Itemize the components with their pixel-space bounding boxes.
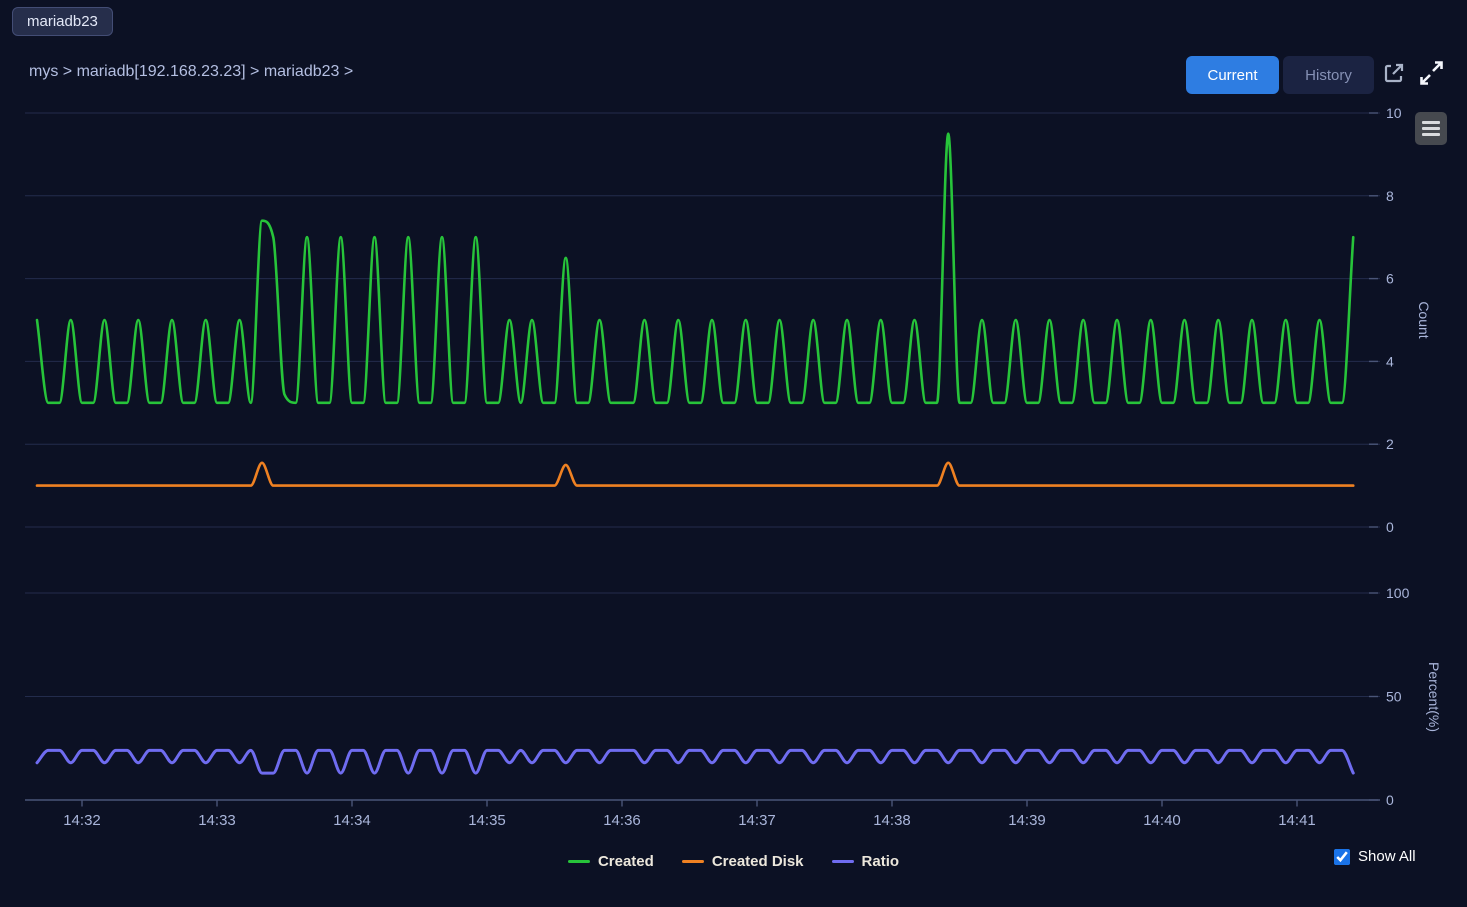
legend-label: Created (598, 853, 654, 870)
legend-item-ratio[interactable]: Ratio (832, 853, 900, 870)
y-axis-tick-label: 10 (1386, 105, 1402, 121)
x-axis-tick-label: 14:33 (198, 812, 236, 829)
series-line-created (37, 134, 1353, 403)
legend-label: Ratio (862, 853, 900, 870)
x-axis-tick-label: 14:32 (63, 812, 101, 829)
legend-item-created-disk[interactable]: Created Disk (682, 853, 804, 870)
percent-axis-title: Percent(%) (1426, 662, 1442, 732)
legend-marker (568, 860, 590, 863)
monitoring-dashboard: mariadb23 mys > mariadb[192.168.23.23] >… (0, 0, 1467, 907)
show-all-label[interactable]: Show All (1358, 848, 1416, 865)
legend-marker (832, 860, 854, 863)
y-axis-tick-label: 4 (1386, 353, 1394, 369)
show-all-checkbox[interactable] (1334, 849, 1350, 865)
legend-marker (682, 860, 704, 863)
legend-label: Created Disk (712, 853, 804, 870)
x-axis-tick-label: 14:36 (603, 812, 641, 829)
x-axis-tick-label: 14:35 (468, 812, 506, 829)
y-axis-tick-label: 2 (1386, 436, 1394, 452)
series-line-ratio (37, 750, 1353, 773)
y-axis-tick-label: 0 (1386, 519, 1394, 535)
y-axis-tick-label: 6 (1386, 271, 1394, 287)
x-axis-tick-label: 14:38 (873, 812, 911, 829)
y-axis-tick-label: 100 (1386, 585, 1410, 601)
x-axis-tick-label: 14:37 (738, 812, 776, 829)
legend-item-created[interactable]: Created (568, 853, 654, 870)
chart-canvas[interactable]: 024681005010014:3214:3314:3414:3514:3614… (0, 0, 1467, 907)
x-axis-tick-label: 14:41 (1278, 812, 1316, 829)
x-axis-tick-label: 14:39 (1008, 812, 1046, 829)
y-axis-tick-label: 0 (1386, 792, 1394, 808)
y-axis-tick-label: 50 (1386, 689, 1402, 705)
show-all-control: Show All (1334, 848, 1416, 865)
x-axis-tick-label: 14:40 (1143, 812, 1181, 829)
x-axis-tick-label: 14:34 (333, 812, 371, 829)
y-axis-tick-label: 8 (1386, 188, 1394, 204)
count-axis-title: Count (1416, 301, 1432, 338)
series-line-created-disk (37, 463, 1353, 486)
